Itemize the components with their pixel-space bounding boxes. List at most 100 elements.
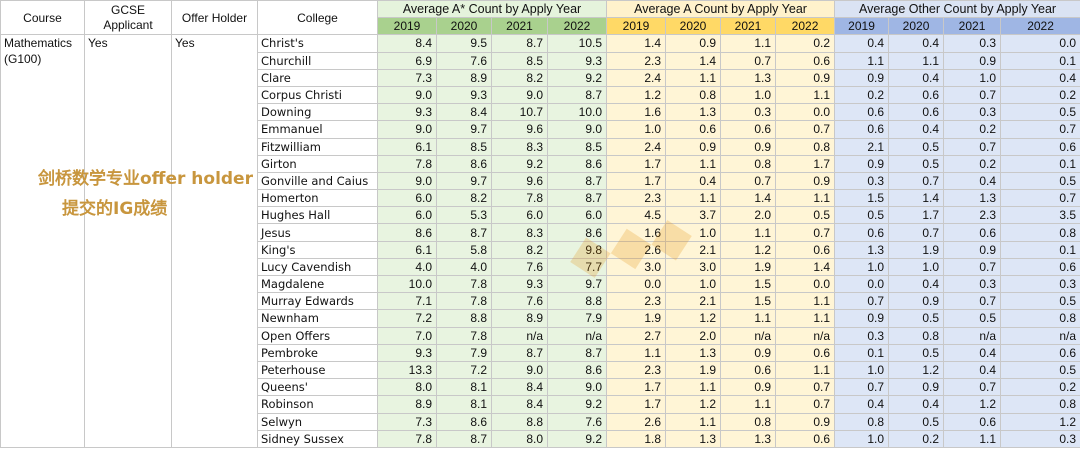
header-row-years: 2019 2020 2021 2022 2019 2020 2021 2022 … <box>1 17 1080 36</box>
college-cell: Robinson <box>257 395 378 414</box>
other-value-cell: 0.5 <box>943 309 1002 328</box>
astar-value-cell: 9.3 <box>491 274 548 294</box>
a-value-cell: 0.9 <box>775 68 836 87</box>
other-value-cell: 0.5 <box>888 309 945 328</box>
a-value-cell: 1.3 <box>665 103 722 122</box>
astar-value-cell: 7.6 <box>491 257 548 277</box>
a-value-cell: 2.6 <box>606 240 667 259</box>
other-value-cell: 0.5 <box>834 206 890 225</box>
college-cell: Girton <box>257 154 378 173</box>
a-value-cell: 1.2 <box>720 240 777 259</box>
a-value-cell: 0.8 <box>720 412 777 431</box>
table-row: Downing 9.3 8.4 10.7 10.0 1.6 1.3 0.3 0.0 0.6 0.6 0… <box>1 103 1080 122</box>
other-value-cell: 1.7 <box>888 206 945 225</box>
a-value-cell: 1.4 <box>606 34 667 53</box>
astar-value-cell: 7.7 <box>546 257 608 277</box>
astar-value-cell: 9.8 <box>546 240 608 259</box>
college-cell: King's <box>257 240 378 259</box>
astar-value-cell: 9.6 <box>491 120 548 139</box>
college-cell: Emmanuel <box>257 120 378 139</box>
a-value-cell: 0.9 <box>720 378 777 397</box>
a-value-cell: 2.4 <box>606 137 667 156</box>
other-value-cell: 0.7 <box>943 378 1002 397</box>
astar-value-cell: n/a <box>491 326 548 345</box>
college-cell: Downing <box>257 103 378 122</box>
astar-value-cell: 8.8 <box>546 292 608 311</box>
astar-value-cell: 9.3 <box>377 103 437 122</box>
other-value-cell: 0.6 <box>834 103 890 122</box>
astar-value-cell: 10.0 <box>546 103 608 122</box>
other-value-cell: 0.6 <box>1000 343 1080 362</box>
other-value-cell: 0.1 <box>834 343 890 362</box>
astar-value-cell: 9.0 <box>546 120 608 139</box>
a-value-cell: 0.7 <box>720 171 777 191</box>
a-value-cell: 1.0 <box>665 274 722 294</box>
astar-value-cell: 9.7 <box>436 171 492 191</box>
a-value-cell: 0.6 <box>775 429 836 448</box>
a-value-cell: 0.8 <box>775 137 836 156</box>
astar-value-cell: 8.5 <box>436 137 492 156</box>
other-value-cell: 0.2 <box>888 429 945 448</box>
other-value-cell: 0.5 <box>888 343 945 362</box>
other-value-cell: 0.7 <box>943 292 1002 311</box>
other-value-cell: 2.1 <box>834 137 890 156</box>
offer-holder-cell: Yes <box>171 34 258 448</box>
a-value-cell: 1.7 <box>606 171 667 191</box>
astar-value-cell: 13.3 <box>377 360 437 380</box>
astar-value-cell: 8.2 <box>436 189 492 208</box>
year-header: 2020 <box>665 17 722 36</box>
a-value-cell: 1.6 <box>606 223 667 242</box>
astar-value-cell: 8.3 <box>491 137 548 156</box>
astar-value-cell: 6.1 <box>377 240 437 259</box>
astar-value-cell: 7.8 <box>436 326 492 345</box>
astar-value-cell: 8.6 <box>546 223 608 242</box>
astar-value-cell: 8.7 <box>491 343 548 362</box>
a-value-cell: 1.8 <box>606 429 667 448</box>
astar-value-cell: 8.7 <box>436 223 492 242</box>
other-value-cell: 0.5 <box>1000 292 1080 311</box>
scores-table: Course GCSE Applicant Offer Holder Colle… <box>0 0 1080 448</box>
table-row: Robinson 8.9 8.1 8.4 9.2 1.7 1.2 1.1 0.7 0.4 0.4 1.… <box>1 395 1080 414</box>
a-value-cell: 0.6 <box>775 240 836 259</box>
a-value-cell: 0.0 <box>606 274 667 294</box>
astar-value-cell: 5.8 <box>436 240 492 259</box>
astar-value-cell: 7.6 <box>436 51 492 70</box>
astar-value-cell: 8.6 <box>546 360 608 380</box>
other-value-cell: 0.7 <box>943 85 1002 105</box>
college-cell: Corpus Christi <box>257 85 378 105</box>
other-value-cell: 1.0 <box>888 257 945 277</box>
astar-value-cell: 7.6 <box>546 412 608 431</box>
a-value-cell: n/a <box>720 326 777 345</box>
other-value-cell: 0.5 <box>1000 103 1080 122</box>
a-value-cell: 2.0 <box>720 206 777 225</box>
astar-value-cell: 8.5 <box>491 51 548 70</box>
astar-value-cell: 8.9 <box>491 309 548 328</box>
other-value-cell: 0.9 <box>943 51 1002 70</box>
college-cell: Lucy Cavendish <box>257 257 378 277</box>
astar-value-cell: 9.0 <box>377 120 437 139</box>
other-value-cell: 0.6 <box>888 103 945 122</box>
other-value-cell: 0.6 <box>943 412 1002 431</box>
other-value-cell: 1.3 <box>834 240 890 259</box>
a-value-cell: 1.1 <box>665 378 722 397</box>
a-value-cell: 4.5 <box>606 206 667 225</box>
a-value-cell: 0.8 <box>720 154 777 173</box>
header-college: College <box>257 0 378 36</box>
a-value-cell: 2.7 <box>606 326 667 345</box>
a-value-cell: 0.9 <box>775 412 836 431</box>
a-value-cell: 1.1 <box>720 309 777 328</box>
astar-value-cell: 8.9 <box>377 395 437 414</box>
other-value-cell: 0.7 <box>1000 120 1080 139</box>
table-row: Open Offers 7.0 7.8 n/a n/a 2.7 2.0 n/a n/a 0.3 0.… <box>1 326 1080 345</box>
astar-value-cell: 9.3 <box>436 85 492 105</box>
other-value-cell: 1.1 <box>943 429 1002 448</box>
astar-value-cell: 9.7 <box>546 274 608 294</box>
a-value-cell: 1.1 <box>665 154 722 173</box>
a-value-cell: 2.6 <box>606 412 667 431</box>
college-cell: Magdalene <box>257 274 378 294</box>
table-row: Churchill 6.9 7.6 8.5 9.3 2.3 1.4 0.7 0.6 1.1 1.1 0… <box>1 51 1080 70</box>
astar-value-cell: 8.0 <box>377 378 437 397</box>
table-row: Hughes Hall 6.0 5.3 6.0 6.0 4.5 3.7 2.0 0.5 0.5 1.… <box>1 206 1080 225</box>
astar-value-cell: 8.2 <box>491 68 548 87</box>
other-value-cell: 0.4 <box>943 343 1002 362</box>
